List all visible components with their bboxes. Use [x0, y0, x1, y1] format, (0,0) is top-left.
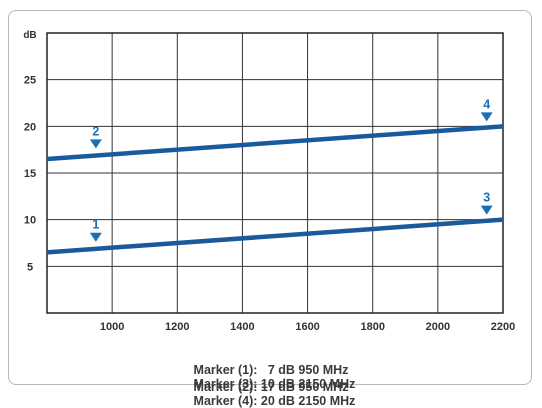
y-tick-label-20: 20 [24, 121, 36, 133]
series-line-2 [46, 124, 504, 162]
x-tick-label-2000: 2000 [426, 321, 450, 333]
y-tick-label-15: 15 [24, 168, 36, 180]
marker-label-4: 4 [483, 97, 490, 111]
marker-4-caption: Marker (4): 20 dB 2150 MHz [193, 394, 356, 408]
y-tick-label-25: 25 [24, 75, 36, 87]
x-tick-label-2200: 2200 [491, 321, 515, 333]
caption-line-2: Marker (2): 17 dB 950 MHz Marker (4): 20… [0, 366, 542, 408]
marker-2-caption: Marker (2): 17 dB 950 MHz [193, 380, 349, 394]
y-axis-label: dB [23, 30, 36, 41]
x-tick-label-1800: 1800 [360, 321, 384, 333]
marker-label-3: 3 [483, 191, 490, 205]
y-tick-label-10: 10 [24, 215, 36, 227]
x-tick-label-1200: 1200 [165, 321, 189, 333]
x-tick-label-1400: 1400 [230, 321, 254, 333]
marker-1-caption: Marker (1): 7 dB 950 MHz [193, 363, 349, 377]
y-tick-label-5: 5 [27, 261, 33, 273]
marker-label-1: 1 [92, 218, 99, 232]
series-line-1 [46, 217, 504, 255]
chart-frame [8, 10, 532, 385]
marker-triangle-1 [89, 232, 102, 242]
plot-border [46, 32, 504, 314]
x-tick-label-1000: 1000 [100, 321, 124, 333]
marker-triangle-4 [480, 112, 493, 122]
marker-3-caption: Marker (3): 10 dB 2150 MHz [193, 377, 356, 391]
marker-triangle-2 [89, 139, 102, 149]
chart-svg: 5 10 15 20 25 dB 1000 1200 1400 1600 1800 2000 2200 1… [23, 30, 515, 333]
marker-triangle-3 [480, 205, 493, 215]
caption-line-1: Marker (1): 7 dB 950 MHz Marker (3): 10 … [0, 349, 542, 391]
marker-label-2: 2 [92, 124, 99, 138]
x-tick-label-1600: 1600 [295, 321, 319, 333]
